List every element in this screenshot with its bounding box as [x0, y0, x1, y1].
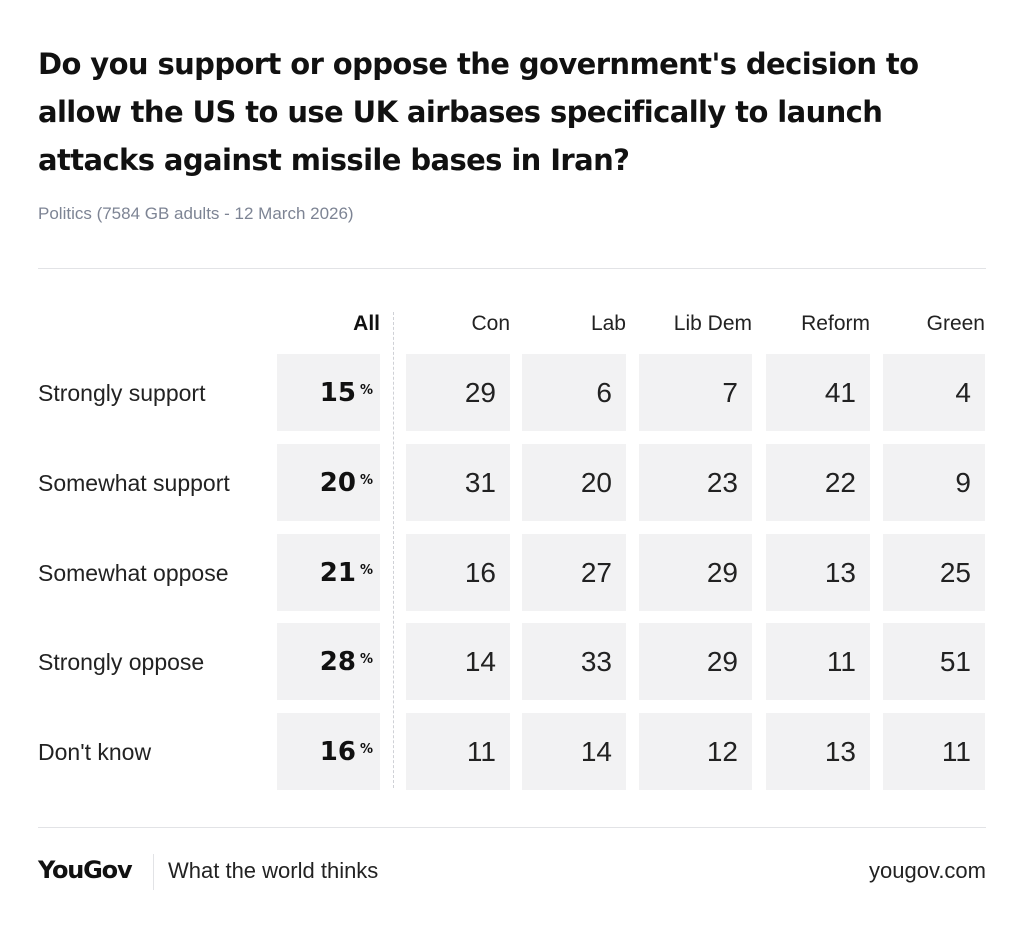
party-value-cell: 23 — [639, 444, 752, 521]
all-value-cell: 16% — [277, 713, 380, 790]
cell-value: 31 — [464, 466, 496, 498]
party-value-cell: 11 — [766, 623, 870, 700]
cell-value: 21 — [319, 557, 356, 588]
party-value-cell: 51 — [883, 623, 985, 700]
chart-title: Do you support or oppose the government'… — [38, 47, 919, 177]
party-value-cell: 14 — [406, 623, 510, 700]
all-value-cell: 21% — [277, 534, 380, 611]
all-value-cell: 15% — [277, 354, 380, 431]
cell-value: 20 — [319, 467, 356, 498]
top-divider — [38, 268, 986, 269]
cell-value: 9 — [955, 466, 971, 498]
cell-value: 14 — [580, 735, 612, 767]
cell-value: 16 — [464, 556, 496, 588]
row-label-text: Strongly support — [38, 379, 206, 406]
cell-value: 13 — [824, 556, 856, 588]
party-value-cell: 20 — [522, 444, 626, 521]
cell-value: 29 — [706, 556, 738, 588]
party-value-cell: 13 — [766, 713, 870, 790]
row-label-text: Strongly oppose — [38, 648, 205, 675]
percent-sign: % — [359, 563, 373, 578]
row-label-text: Somewhat oppose — [38, 559, 229, 586]
party-value-cell: 6 — [522, 354, 626, 431]
party-value-cell: 41 — [766, 354, 870, 431]
cell-value: 11 — [826, 645, 856, 677]
cell-value: 12 — [706, 735, 738, 767]
party-value-cell: 27 — [522, 534, 626, 611]
cell-value: 22 — [824, 466, 856, 498]
cell-value: 4 — [955, 376, 971, 408]
party-value-cell: 11 — [406, 713, 510, 790]
percent-sign: % — [359, 473, 373, 488]
row-label-text: Somewhat support — [38, 469, 230, 496]
footer-tagline: What the world thinks — [168, 858, 379, 883]
cell-value: 11 — [941, 735, 971, 767]
party-value-cell: 22 — [766, 444, 870, 521]
cell-value: 29 — [706, 645, 738, 677]
percent-sign: % — [359, 652, 373, 667]
cell-value: 33 — [580, 645, 612, 677]
party-value-cell: 9 — [883, 444, 985, 521]
column-header-con: Con — [471, 312, 510, 335]
cell-value: 23 — [706, 466, 738, 498]
cell-value: 41 — [824, 376, 856, 408]
yougov-logo[interactable]: YouGov — [38, 856, 133, 884]
cell-value: 27 — [580, 556, 612, 588]
cell-value: 6 — [596, 376, 612, 408]
all-value-cell: 28% — [277, 623, 380, 700]
column-header-reform: Reform — [801, 312, 870, 335]
row-label: Somewhat support — [38, 444, 268, 521]
bottom-divider — [38, 827, 986, 828]
row-label: Strongly oppose — [38, 623, 268, 700]
all-value-cell: 20% — [277, 444, 380, 521]
cell-value: 7 — [722, 376, 738, 408]
party-value-cell: 25 — [883, 534, 985, 611]
party-value-cell: 13 — [766, 534, 870, 611]
party-value-cell: 14 — [522, 713, 626, 790]
party-value-cell: 29 — [406, 354, 510, 431]
party-value-cell: 12 — [639, 713, 752, 790]
column-header-lab: Lab — [590, 312, 626, 335]
chart-subtitle: Politics (7584 GB adults - 12 March 2026… — [38, 204, 354, 223]
percent-sign: % — [359, 383, 373, 398]
cell-value: 28 — [319, 646, 356, 677]
cell-value: 51 — [939, 645, 971, 677]
row-label: Don't know — [38, 713, 268, 790]
cell-value: 16 — [319, 736, 356, 767]
cell-value: 15 — [319, 377, 356, 408]
column-header-green: Green — [926, 312, 985, 335]
cell-value: 11 — [466, 735, 496, 767]
footer-site-link[interactable]: yougov.com — [869, 858, 986, 883]
party-value-cell: 4 — [883, 354, 985, 431]
footer-separator — [153, 854, 154, 890]
cell-value: 20 — [580, 466, 612, 498]
row-label-text: Don't know — [38, 738, 152, 765]
cell-value: 13 — [824, 735, 856, 767]
all-column-divider — [393, 312, 394, 788]
cell-value: 14 — [464, 645, 496, 677]
party-value-cell: 29 — [639, 623, 752, 700]
party-value-cell: 33 — [522, 623, 626, 700]
row-label: Strongly support — [38, 354, 268, 431]
column-header-lib-dem: Lib Dem — [673, 312, 752, 335]
party-value-cell: 31 — [406, 444, 510, 521]
party-value-cell: 29 — [639, 534, 752, 611]
party-value-cell: 16 — [406, 534, 510, 611]
party-value-cell: 11 — [883, 713, 985, 790]
row-label: Somewhat oppose — [38, 534, 268, 611]
percent-sign: % — [359, 742, 373, 757]
cell-value: 25 — [939, 556, 971, 588]
column-header-all: All — [353, 312, 380, 335]
cell-value: 29 — [464, 376, 496, 408]
party-value-cell: 7 — [639, 354, 752, 431]
